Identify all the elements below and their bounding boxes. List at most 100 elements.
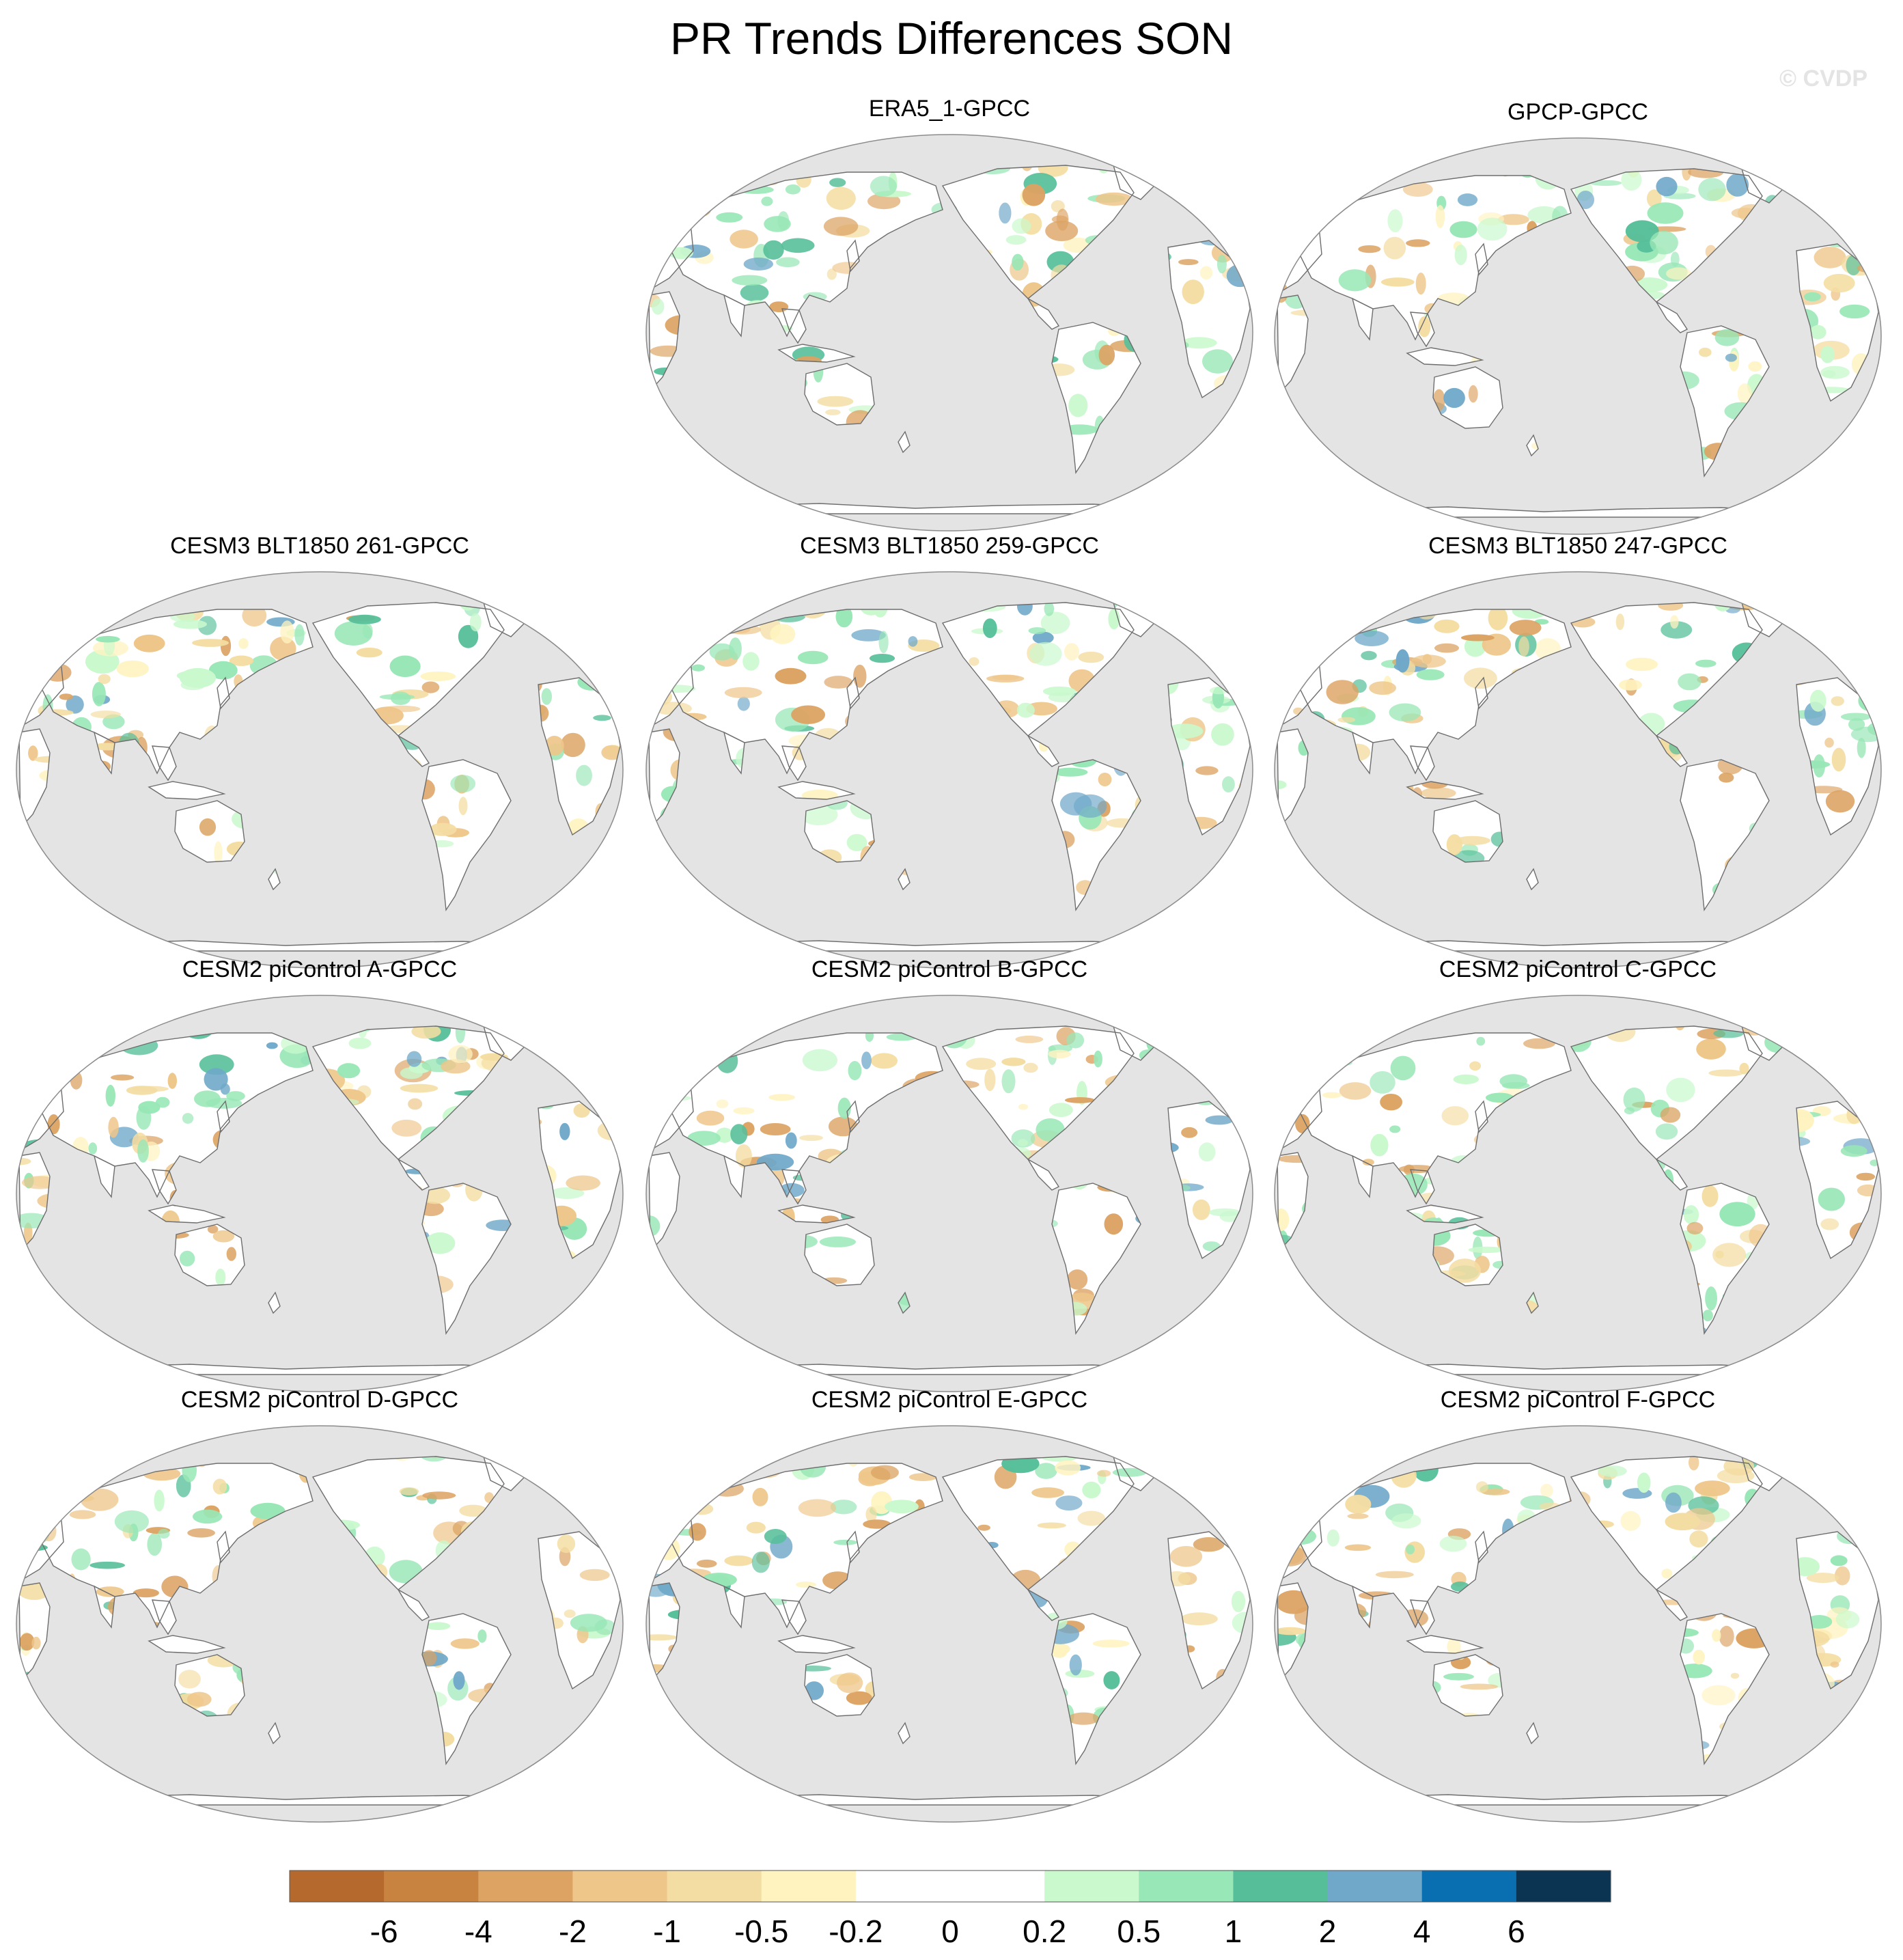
map-border: [1274, 1425, 1882, 1823]
map-border: [16, 995, 624, 1392]
land-se-asia: [152, 1600, 176, 1634]
colorbar-swatch: [572, 1871, 668, 1902]
land-south-america: [1680, 326, 1769, 476]
colorbar-tick-label: -6: [370, 1914, 398, 1949]
land-eurasia: [1298, 1033, 1571, 1197]
colorbar-tick-label: -0.2: [829, 1914, 883, 1949]
colorbar-swatch: [855, 1871, 951, 1902]
map-panel-gpcp: GPCP-GPCC: [1270, 99, 1885, 536]
map-border: [1274, 137, 1882, 535]
colorbar: -6 -4 -2 -1 -0.5 -0.2 0 0.2 0.5 1 2 4 6: [289, 1870, 1611, 1949]
world-map: [1274, 137, 1882, 535]
land-india: [724, 1156, 745, 1197]
world-map: [645, 134, 1253, 532]
world-map: [645, 1425, 1253, 1823]
colorbar-tick-label: 0: [941, 1914, 959, 1949]
colorbar-swatch: [1421, 1871, 1517, 1902]
panel-title: CESM2 piControl D-GPCC: [180, 1387, 459, 1413]
figure-title: PR Trends Differences SON: [669, 13, 1234, 64]
map-panel-cesm2-b: CESM2 piControl B-GPCC: [642, 956, 1257, 1394]
land-australia: [1433, 367, 1503, 428]
world-map: [645, 571, 1253, 969]
colorbar-frame: [289, 1870, 1611, 1903]
land-indonesia: [149, 782, 224, 799]
land-japan: [217, 1101, 230, 1132]
map-panel-cesm3-247: CESM3 BLT1850 247-GPCC: [1270, 533, 1885, 970]
land-south-america: [1052, 1614, 1141, 1764]
land-central-america: [1028, 1159, 1059, 1190]
land-japan: [217, 678, 230, 708]
map-border: [645, 995, 1253, 1392]
land-central-america: [398, 1590, 429, 1620]
map-panel-cesm3-259: CESM3 BLT1850 259-GPCC: [642, 533, 1257, 970]
panel-title: GPCP-GPCC: [1508, 99, 1648, 125]
map-border: [645, 1425, 1253, 1823]
land-se-asia: [782, 1600, 806, 1634]
land-indonesia: [1407, 1635, 1482, 1653]
world-map: [16, 1425, 624, 1823]
map-panel-cesm2-c: CESM2 piControl C-GPCC: [1270, 956, 1885, 1394]
colorbar-swatch: [1044, 1871, 1139, 1902]
map-border: [645, 571, 1253, 969]
map-border: [1274, 571, 1882, 969]
colorbar-swatch: [290, 1871, 385, 1902]
map-panel-era5: ERA5_1-GPCC: [642, 96, 1257, 533]
land-japan: [1475, 1101, 1488, 1132]
land-central-america: [398, 1159, 429, 1190]
land-indonesia: [1407, 348, 1482, 365]
map-border: [16, 1425, 624, 1823]
map-border: [645, 134, 1253, 532]
map-panel-cesm2-a: CESM2 piControl A-GPCC: [12, 956, 627, 1394]
land-south-america: [1052, 322, 1141, 473]
colorbar-tick-label: 6: [1508, 1914, 1525, 1949]
world-map: [1274, 995, 1882, 1392]
land-indonesia: [149, 1635, 224, 1653]
land-se-asia: [1411, 746, 1434, 780]
world-map: [1274, 571, 1882, 969]
land-india: [1352, 299, 1373, 340]
map-panel-cesm2-e: CESM2 piControl E-GPCC: [642, 1387, 1257, 1824]
land-japan: [847, 1532, 859, 1562]
land-india: [94, 1156, 115, 1197]
land-se-asia: [782, 309, 806, 343]
world-map: [1274, 1425, 1882, 1823]
cvdp-watermark: © CVDP: [1779, 66, 1867, 92]
land-north-america: [1571, 603, 1762, 736]
panel-title: CESM3 BLT1850 247-GPCC: [1428, 533, 1727, 559]
panel-title: CESM2 piControl B-GPCC: [811, 956, 1088, 982]
land-india: [724, 295, 745, 336]
panel-title: CESM2 piControl A-GPCC: [182, 956, 458, 982]
colorbar-swatch: [1327, 1871, 1423, 1902]
land-africa: [19, 729, 50, 828]
panel-title: CESM2 piControl C-GPCC: [1439, 956, 1717, 982]
colorbar-swatch: [761, 1871, 857, 1902]
land-north-america: [313, 1457, 504, 1590]
land-central-america: [1656, 302, 1687, 333]
land-central-america: [1656, 1590, 1687, 1620]
colorbar-tick-label: -4: [464, 1914, 492, 1949]
panel-title: CESM3 BLT1850 259-GPCC: [800, 533, 1099, 559]
land-japan: [1475, 244, 1488, 275]
land-africa: [19, 1583, 50, 1682]
colorbar-swatch: [384, 1871, 479, 1902]
panel-title: CESM3 BLT1850 261-GPCC: [170, 533, 469, 559]
colorbar-swatch: [950, 1871, 1045, 1902]
world-map: [16, 995, 624, 1392]
colorbar-tick-label: -0.5: [734, 1914, 788, 1949]
land-se-asia: [152, 746, 176, 780]
land-eurasia: [669, 172, 943, 336]
colorbar-tick-label: 1: [1225, 1914, 1242, 1949]
panel-title: CESM2 piControl E-GPCC: [811, 1387, 1088, 1413]
colorbar-tick-label: 4: [1413, 1914, 1431, 1949]
colorbar-swatch: [1139, 1871, 1234, 1902]
land-indonesia: [779, 1635, 854, 1653]
colorbar-tick-label: 0.5: [1117, 1914, 1161, 1949]
land-india: [724, 1586, 745, 1627]
land-africa: [649, 292, 680, 391]
colorbar-swatch: [478, 1871, 574, 1902]
map-panel-cesm3-261: CESM3 BLT1850 261-GPCC: [12, 533, 627, 970]
world-map: [645, 995, 1253, 1392]
land-africa-east: [1168, 678, 1250, 835]
panel-title: CESM2 piControl F-GPCC: [1440, 1387, 1716, 1413]
land-india: [1352, 1156, 1373, 1197]
